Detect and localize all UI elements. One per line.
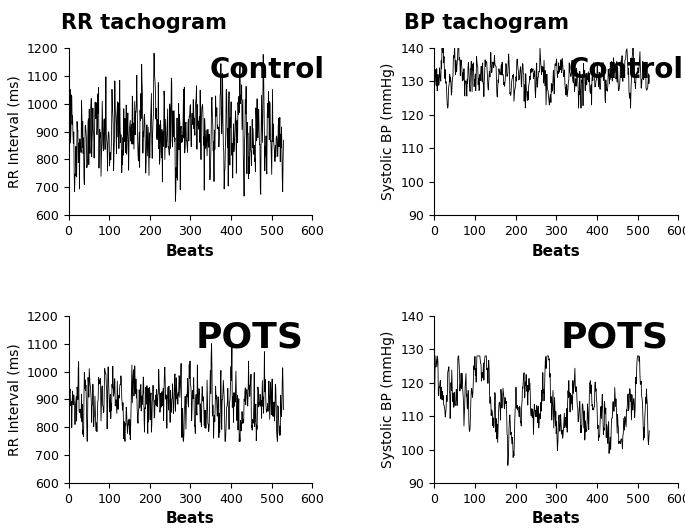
X-axis label: Beats: Beats <box>532 511 581 527</box>
Text: Control: Control <box>569 56 684 84</box>
X-axis label: Beats: Beats <box>532 244 581 259</box>
X-axis label: Beats: Beats <box>166 244 215 259</box>
Text: POTS: POTS <box>195 321 303 355</box>
Y-axis label: RR Interval (ms): RR Interval (ms) <box>8 75 21 188</box>
Text: RR tachogram: RR tachogram <box>61 13 227 33</box>
Text: POTS: POTS <box>561 321 669 355</box>
Y-axis label: Systolic BP (mmHg): Systolic BP (mmHg) <box>381 331 395 468</box>
Text: BP tachogram: BP tachogram <box>404 13 569 33</box>
Y-axis label: RR Interval (ms): RR Interval (ms) <box>8 343 21 456</box>
Text: Control: Control <box>210 56 325 84</box>
Y-axis label: Systolic BP (mmHg): Systolic BP (mmHg) <box>381 63 395 200</box>
X-axis label: Beats: Beats <box>166 511 215 527</box>
